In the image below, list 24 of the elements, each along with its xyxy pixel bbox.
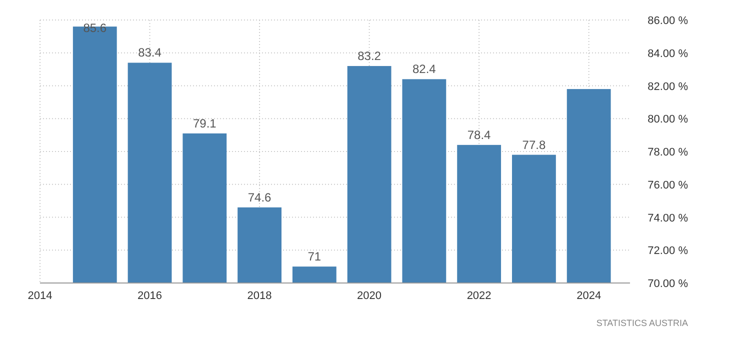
x-tick-label: 2014 <box>28 290 52 302</box>
x-tick-label: 2020 <box>357 290 382 302</box>
y-tick-label: 78.00 % <box>648 146 688 158</box>
y-tick-label: 84.00 % <box>648 48 688 60</box>
data-label: 77.8 <box>522 138 546 152</box>
y-tick-label: 80.00 % <box>648 114 688 126</box>
data-label: 82.4 <box>412 62 436 76</box>
x-tick-label: 2022 <box>466 290 492 302</box>
y-tick-label: 76.00 % <box>648 179 688 192</box>
data-label: 74.6 <box>248 190 272 204</box>
data-label: 83.2 <box>358 49 382 64</box>
y-tick-label: 86.00 % <box>648 15 688 27</box>
y-tick-label: 72.00 % <box>648 245 688 258</box>
data-label: 71 <box>308 250 322 264</box>
y-tick-label: 74.00 % <box>648 212 688 224</box>
y-tick-label: 82.00 % <box>648 80 688 93</box>
data-label: 78.4 <box>467 128 492 142</box>
text: STATISTICS AUSTRIA <box>596 318 688 328</box>
y-tick-label: 70.00 % <box>648 278 688 290</box>
x-tick-label: 2024 <box>576 290 602 302</box>
data-label: 83.4 <box>138 46 162 60</box>
x-tick-label: 2018 <box>247 290 272 302</box>
x-tick-label: 2016 <box>138 290 162 302</box>
data-label: 79.1 <box>192 116 217 130</box>
